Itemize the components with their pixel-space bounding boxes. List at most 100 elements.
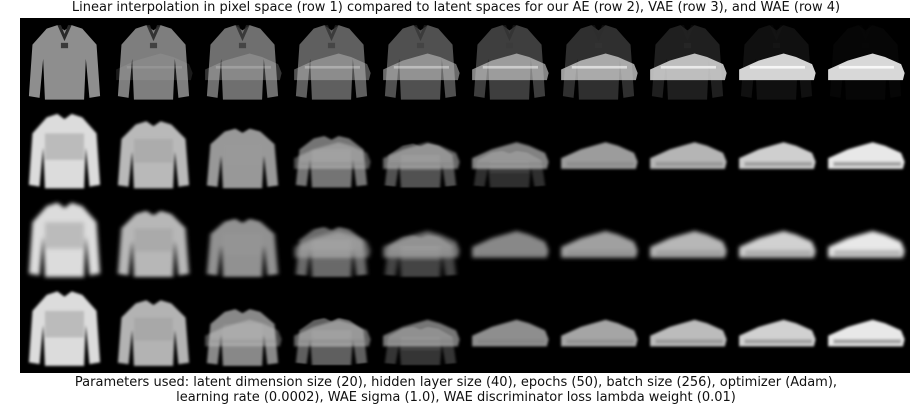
grid-cell-r3-c9 [739,231,816,258]
sneaker-sole [744,161,813,167]
sneaker-morph [828,319,905,347]
grid-cell-r1-c1 [28,25,101,100]
sneaker-stripe [393,65,449,69]
grid-cell-r3-c4 [294,226,371,277]
sneaker-morph [828,231,905,258]
bow-detail [505,42,514,49]
sneaker-morph [383,231,460,258]
sneaker-sole [833,250,902,255]
sneaker-morph [205,319,282,347]
bow-detail [861,42,870,49]
sneaker-morph [650,142,727,169]
bow-detail [238,42,247,49]
sweater-morph [28,202,101,278]
sweater-shape [28,25,101,100]
sweater-shading [44,310,85,338]
grid-cell-r2-c6 [472,142,549,188]
grid-cell-r3-c5 [383,231,460,277]
sneaker-stripe [304,65,360,69]
sneaker-stripe [660,65,716,69]
grid-cell-r4-c1 [28,291,101,366]
grid-cell-r3-c1 [28,202,101,278]
sneaker-sole [655,250,724,255]
sneaker-sole [566,250,635,255]
sweater-morph [28,113,101,189]
grid-cell-r2-c10 [828,142,905,169]
sneaker-stripe [571,65,627,69]
sweater-shape [117,25,190,100]
sneaker-shape [294,53,371,81]
sneaker-shape [472,53,549,81]
sweater-shading [44,133,85,160]
sneaker-stripe [482,65,538,69]
grid-cell-r1-c3 [205,25,282,100]
sneaker-sole [299,339,368,344]
sneaker-sole [388,339,457,344]
caption-line-1: Parameters used: latent dimension size (… [74,375,838,390]
bow-detail [149,42,158,49]
sweater-shading [133,138,174,163]
bow-detail [60,42,69,49]
sweater-shape [206,25,279,100]
collar-detail [324,25,339,42]
collar-detail [680,25,695,42]
interpolation-grid [20,18,910,373]
sneaker-stripe [215,65,271,69]
grid-cell-r2-c3 [206,128,279,189]
sweater-shading [133,317,174,341]
figure-caption: Parameters used: latent dimension size (… [0,375,912,405]
grid-cell-r2-c1 [28,113,101,189]
sneaker-sole [388,161,457,167]
grid-cell-r3-c8 [650,231,727,258]
grid-cell-r4-c6 [472,319,549,347]
sneaker-shape [205,53,282,81]
sneaker-morph [828,142,905,169]
collar-detail [57,25,72,42]
bow-detail [327,42,336,49]
grid-cell-r3-c2 [117,210,190,278]
interpolation-grid-canvas [20,18,910,373]
sneaker-sole [655,339,724,344]
grid-cell-r3-c7 [561,231,638,258]
sneaker-stripe [838,65,894,69]
grid-cell-r1-c9 [739,25,816,100]
sneaker-sole [210,339,279,344]
sneaker-morph [561,319,638,347]
sneaker-morph [383,319,460,347]
grid-cell-r1-c6 [472,25,549,100]
grid-cell-r3-c3 [206,218,279,277]
sweater-morph [117,121,190,189]
grid-cell-r2-c5 [383,142,460,188]
sweater-morph [117,210,190,278]
sneaker-sole [744,250,813,255]
sneaker-morph [650,319,727,347]
sneaker-morph [383,142,460,169]
grid-cell-r2-c7 [561,142,638,169]
sneaker-morph [294,231,371,258]
grid-cell-r1-c2 [116,25,193,100]
sneaker-morph [472,319,549,347]
sneaker-stripe [126,65,182,69]
collar-detail [858,25,873,42]
sneaker-morph [739,231,816,258]
bow-detail [683,42,692,49]
collar-detail [502,25,517,42]
collar-detail [413,25,428,42]
sneaker-sole [477,161,546,167]
grid-cell-r2-c4 [294,136,371,188]
sneaker-morph [650,231,727,258]
sneaker-sole [744,339,813,344]
grid-cell-r4-c10 [828,319,905,347]
sweater-shading [44,222,85,249]
grid-cell-r4-c2 [117,300,190,366]
sweater-shape [384,25,457,100]
sneaker-morph [739,319,816,347]
sneaker-sole [833,339,902,344]
sneaker-shape [383,53,460,81]
sneaker-morph [561,231,638,258]
sweater-shading [222,234,263,255]
grid-cell-r4-c5 [383,319,460,365]
sneaker-morph [739,142,816,169]
grid-cell-r1-c10 [828,25,905,100]
sweater-shading [222,144,263,166]
